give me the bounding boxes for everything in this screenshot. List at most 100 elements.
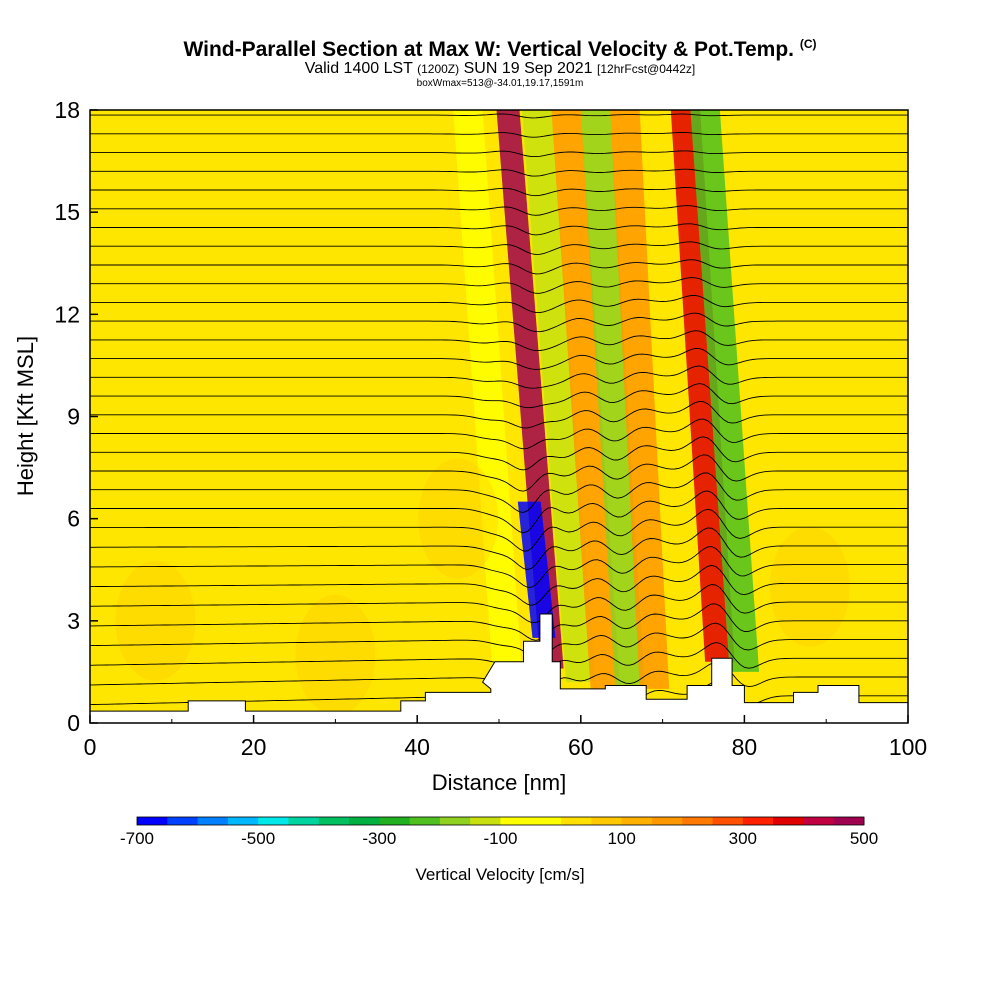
colorbar-swatch [773, 817, 804, 825]
theta-contour [90, 454, 908, 492]
colorbar-tick-label: -300 [362, 829, 396, 848]
subtitle-forecast: [12hrFcst@0442z] [597, 62, 696, 76]
colorbar-swatch [318, 817, 350, 825]
theta-contour [90, 241, 908, 255]
theta-contour [90, 564, 908, 606]
theta-contour [90, 400, 908, 429]
colorbar-swatch [288, 817, 320, 825]
colorbar-swatch [742, 817, 774, 825]
theta-contour [90, 150, 908, 158]
title-text: Wind-Parallel Section at Max W: Vertical… [183, 38, 794, 61]
theta-contour [90, 472, 908, 513]
velocity-band [690, 110, 760, 672]
colorbar-swatch [470, 817, 501, 825]
colorbar-tick-label: 500 [850, 829, 878, 848]
subtitle-zulu: (1200Z) [417, 62, 460, 76]
x-axis: 0 20 40 60 80 100 [84, 715, 927, 760]
velocity-blob [769, 526, 850, 647]
theta-contour [90, 584, 908, 624]
velocity-band [496, 110, 564, 669]
colorbar-swatch [500, 817, 532, 825]
colorbar-swatch [833, 817, 865, 825]
colorbar-swatch [439, 817, 471, 825]
y-tick-label: 3 [67, 608, 80, 634]
y-axis: 0 3 6 9 12 15 18 [54, 97, 98, 736]
colorbar-swatch [167, 817, 199, 825]
theta-contour [90, 418, 908, 450]
y-tick-label: 9 [67, 404, 80, 430]
x-tick-label: 0 [84, 734, 97, 760]
y-tick-label: 18 [54, 97, 80, 123]
plot-area [90, 110, 908, 723]
theta-contour [90, 490, 908, 534]
velocity-blob [295, 594, 376, 715]
colorbar-swatch [409, 817, 441, 825]
theta-contour [90, 546, 908, 588]
theta-contour [90, 277, 908, 294]
copyright-mark: (C) [799, 37, 817, 51]
theta-contour [90, 223, 908, 236]
theta-contour [90, 527, 908, 570]
theta-contour [90, 508, 908, 552]
colorbar-swatch [682, 817, 714, 825]
y-tick-label: 6 [67, 506, 80, 532]
colorbar: -700 -500 -300 -100 100 300 500 [120, 816, 878, 848]
x-tick-label: 60 [568, 734, 594, 760]
theta-contour [90, 187, 908, 197]
velocity-band [610, 110, 670, 689]
x-axis-label: Distance [nm] [432, 770, 567, 795]
colorbar-swatch [379, 817, 411, 825]
colorbar-tick-label: -700 [120, 829, 154, 848]
x-tick-label: 40 [404, 734, 430, 760]
box-info: boxWmax=513@-34.01,19.17,1591m [416, 78, 584, 89]
theta-contour [90, 365, 908, 389]
theta-contour [90, 312, 908, 333]
subtitle-valid: Valid 1400 LST [304, 60, 413, 77]
velocity-blob [115, 560, 196, 681]
x-tick-label: 100 [889, 734, 927, 760]
colorbar-swatch [530, 817, 562, 825]
colorbar-swatch [349, 817, 380, 825]
y-tick-label: 12 [54, 301, 80, 327]
theta-contour [90, 383, 908, 409]
theta-contour [90, 603, 908, 641]
x-tick-label: 80 [732, 734, 758, 760]
colorbar-swatch [227, 817, 259, 825]
theta-contour [90, 132, 908, 138]
velocity-band [521, 110, 596, 683]
velocity-band [517, 501, 556, 638]
theta-contour [90, 259, 908, 275]
theta-contour [90, 330, 908, 352]
theta-contour [90, 113, 908, 119]
colorbar-swatch [591, 817, 623, 825]
velocity-band [670, 110, 735, 662]
chart-title: Wind-Parallel Section at Max W: Vertical… [0, 37, 1000, 62]
colorbar-swatch [803, 817, 835, 825]
x-tick-label: 20 [241, 734, 267, 760]
colorbar-tick-label: -500 [241, 829, 275, 848]
chart-subtitle: Valid 1400 LST (1200Z) SUN 19 Sep 2021 [… [0, 60, 1000, 78]
velocity-band [580, 110, 645, 689]
colorbar-label: Vertical Velocity [cm/s] [415, 865, 584, 884]
colorbar-tick-label: 100 [607, 829, 635, 848]
terrain-profile [90, 613, 908, 723]
y-axis-label: Height [Kft MSL] [13, 336, 38, 496]
colorbar-tick-label: -100 [483, 829, 517, 848]
theta-contour [90, 294, 908, 314]
colorbar-swatch [258, 817, 289, 825]
velocity-band [453, 110, 522, 672]
theta-contour [90, 205, 908, 216]
colorbar-swatch [561, 817, 592, 825]
theta-contour [90, 348, 908, 370]
colorbar-frame [136, 816, 865, 826]
colorbar-swatch [651, 817, 683, 825]
subtitle-date: SUN 19 Sep 2021 [463, 60, 593, 77]
theta-contour [90, 168, 908, 177]
colorbar-swatch [712, 817, 744, 825]
y-tick-label: 0 [67, 710, 80, 736]
colorbar-swatch [197, 817, 229, 825]
theta-contour [90, 436, 908, 471]
colorbar-swatch [621, 817, 653, 825]
y-tick-label: 15 [54, 199, 80, 225]
